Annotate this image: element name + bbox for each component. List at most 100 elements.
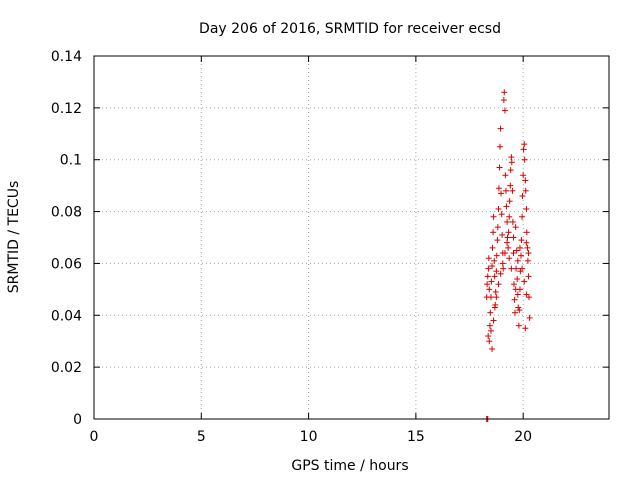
data-point bbox=[518, 252, 525, 259]
x-tick-label: 20 bbox=[514, 429, 532, 445]
data-point bbox=[525, 250, 532, 257]
data-point bbox=[485, 333, 492, 340]
data-point bbox=[497, 270, 504, 277]
data-point bbox=[520, 172, 527, 179]
data-point bbox=[508, 154, 515, 161]
data-point bbox=[489, 244, 496, 251]
data-point bbox=[487, 294, 494, 301]
data-point bbox=[526, 314, 533, 321]
grid-layer bbox=[94, 56, 609, 419]
data-point bbox=[495, 205, 502, 212]
y-tick-label: 0 bbox=[73, 412, 82, 428]
data-point bbox=[505, 229, 512, 236]
y-tick-label: 0.1 bbox=[60, 153, 82, 169]
data-point bbox=[514, 257, 521, 264]
data-point bbox=[525, 273, 532, 280]
x-tick-label: 10 bbox=[300, 429, 318, 445]
data-point bbox=[514, 275, 521, 282]
data-point bbox=[493, 268, 500, 275]
data-point bbox=[496, 164, 503, 171]
tick-layer: 0 5 10 15 20 0 0.02 0.04 0.06 0.08 0.1 0.12 0.14 bbox=[51, 49, 609, 445]
data-point bbox=[488, 278, 495, 285]
data-point bbox=[491, 257, 498, 264]
data-point bbox=[519, 213, 526, 220]
data-point bbox=[510, 234, 517, 241]
data-point bbox=[518, 237, 525, 244]
data-point bbox=[497, 125, 504, 132]
data-point bbox=[486, 322, 493, 329]
plot-frame bbox=[93, 55, 610, 420]
data-point bbox=[506, 198, 513, 205]
data-point bbox=[500, 97, 507, 104]
data-point bbox=[495, 281, 502, 288]
data-point bbox=[487, 327, 494, 334]
data-point bbox=[513, 247, 520, 254]
data-point bbox=[508, 159, 515, 166]
data-point bbox=[498, 190, 505, 197]
data-point bbox=[505, 244, 512, 251]
data-point bbox=[484, 281, 491, 288]
data-point bbox=[506, 255, 513, 262]
data-point bbox=[524, 244, 531, 251]
data-point bbox=[504, 239, 511, 246]
data-point bbox=[502, 172, 509, 179]
data-point bbox=[523, 229, 530, 236]
data-point bbox=[509, 218, 516, 225]
data-point bbox=[510, 250, 517, 257]
data-point bbox=[500, 265, 507, 272]
data-point bbox=[489, 263, 496, 270]
data-point bbox=[498, 211, 505, 218]
data-point bbox=[495, 185, 502, 192]
data-point bbox=[511, 296, 518, 303]
data-point bbox=[507, 182, 514, 189]
y-axis-title: SRMTID / TECUs bbox=[6, 181, 22, 294]
x-tick-label: 15 bbox=[407, 429, 425, 445]
y-tick-label: 0.14 bbox=[51, 49, 82, 65]
data-point bbox=[520, 146, 527, 153]
data-point bbox=[486, 286, 493, 293]
data-point bbox=[515, 304, 522, 311]
data-point bbox=[519, 193, 526, 200]
y-tick-label: 0.04 bbox=[51, 308, 82, 324]
point-layer bbox=[483, 89, 533, 422]
x-axis-title: GPS time / hours bbox=[291, 458, 408, 474]
data-point bbox=[515, 322, 522, 329]
data-point bbox=[516, 244, 523, 251]
data-point bbox=[516, 307, 523, 314]
data-point bbox=[508, 265, 515, 272]
data-point bbox=[523, 239, 530, 246]
data-point bbox=[512, 309, 519, 316]
data-point bbox=[499, 260, 506, 267]
data-point bbox=[494, 237, 501, 244]
data-point bbox=[522, 177, 529, 184]
data-point bbox=[522, 187, 529, 194]
data-point bbox=[512, 224, 519, 231]
data-point bbox=[487, 309, 494, 316]
y-tick-label: 0.02 bbox=[51, 360, 82, 376]
data-point bbox=[507, 167, 514, 174]
data-point bbox=[521, 156, 528, 163]
data-point bbox=[490, 229, 497, 236]
data-point bbox=[522, 325, 529, 332]
data-point bbox=[506, 213, 513, 220]
data-point bbox=[514, 291, 521, 298]
y-tick-label: 0.08 bbox=[51, 205, 82, 221]
data-point bbox=[503, 203, 510, 210]
data-point bbox=[489, 345, 496, 352]
data-point bbox=[499, 231, 506, 238]
data-point bbox=[485, 255, 492, 262]
data-point bbox=[490, 317, 497, 324]
data-point bbox=[509, 187, 516, 194]
data-point bbox=[485, 265, 492, 272]
data-point bbox=[510, 281, 517, 288]
data-point bbox=[484, 273, 491, 280]
data-point bbox=[503, 187, 509, 194]
data-point bbox=[496, 143, 503, 150]
data-point bbox=[519, 265, 526, 272]
data-point bbox=[501, 250, 508, 257]
data-point bbox=[525, 294, 532, 301]
data-point bbox=[523, 205, 530, 212]
data-point bbox=[494, 224, 501, 231]
data-point bbox=[491, 273, 498, 280]
